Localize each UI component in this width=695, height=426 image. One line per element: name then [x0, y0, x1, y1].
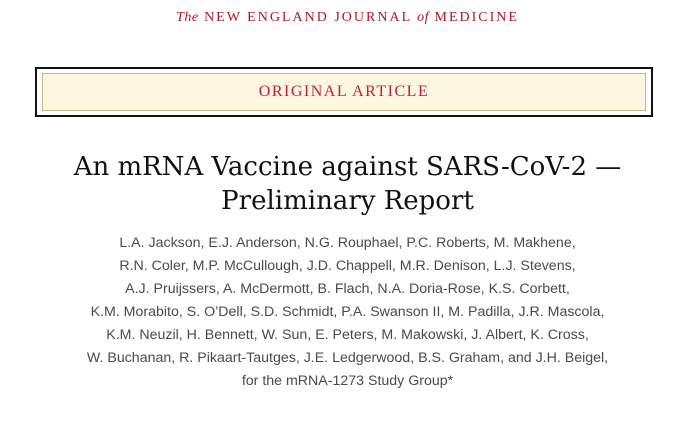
author-line: K.M. Morabito, S. O’Dell, S.D. Schmidt, … — [90, 304, 605, 320]
masthead-medicine: MEDICINE — [434, 10, 519, 25]
author-line: for the mRNA-1273 Study Group* — [241, 373, 454, 389]
author-line: W. Buchanan, R. Pikaart-Tautges, J.E. Le… — [86, 350, 609, 366]
article-type-label: ORIGINAL ARTICLE — [258, 83, 430, 100]
masthead-the: The — [176, 10, 199, 25]
journal-masthead: The NEW ENGLAND JOURNAL of MEDICINE — [0, 10, 695, 26]
article-title-line-2: Preliminary Report — [221, 186, 474, 216]
author-list: L.A. Jackson, E.J. Anderson, N.G. Roupha… — [0, 232, 695, 393]
author-line: L.A. Jackson, E.J. Anderson, N.G. Roupha… — [119, 235, 576, 251]
author-line: A.J. Pruijssers, A. McDermott, B. Flach,… — [125, 281, 570, 297]
article-title-line-1: An mRNA Vaccine against SARS-CoV-2 — — [73, 152, 622, 182]
author-line: R.N. Coler, M.P. McCullough, J.D. Chappe… — [119, 258, 576, 274]
article-title: An mRNA Vaccine against SARS-CoV-2 — Pre… — [0, 150, 695, 218]
author-line: K.M. Neuzil, H. Bennett, W. Sun, E. Pete… — [106, 327, 589, 343]
article-type-banner: ORIGINAL ARTICLE — [35, 67, 653, 117]
article-type-banner-fill: ORIGINAL ARTICLE — [42, 73, 646, 111]
masthead-of: of — [417, 10, 429, 25]
masthead-new-england-journal: NEW ENGLAND JOURNAL — [204, 10, 412, 25]
